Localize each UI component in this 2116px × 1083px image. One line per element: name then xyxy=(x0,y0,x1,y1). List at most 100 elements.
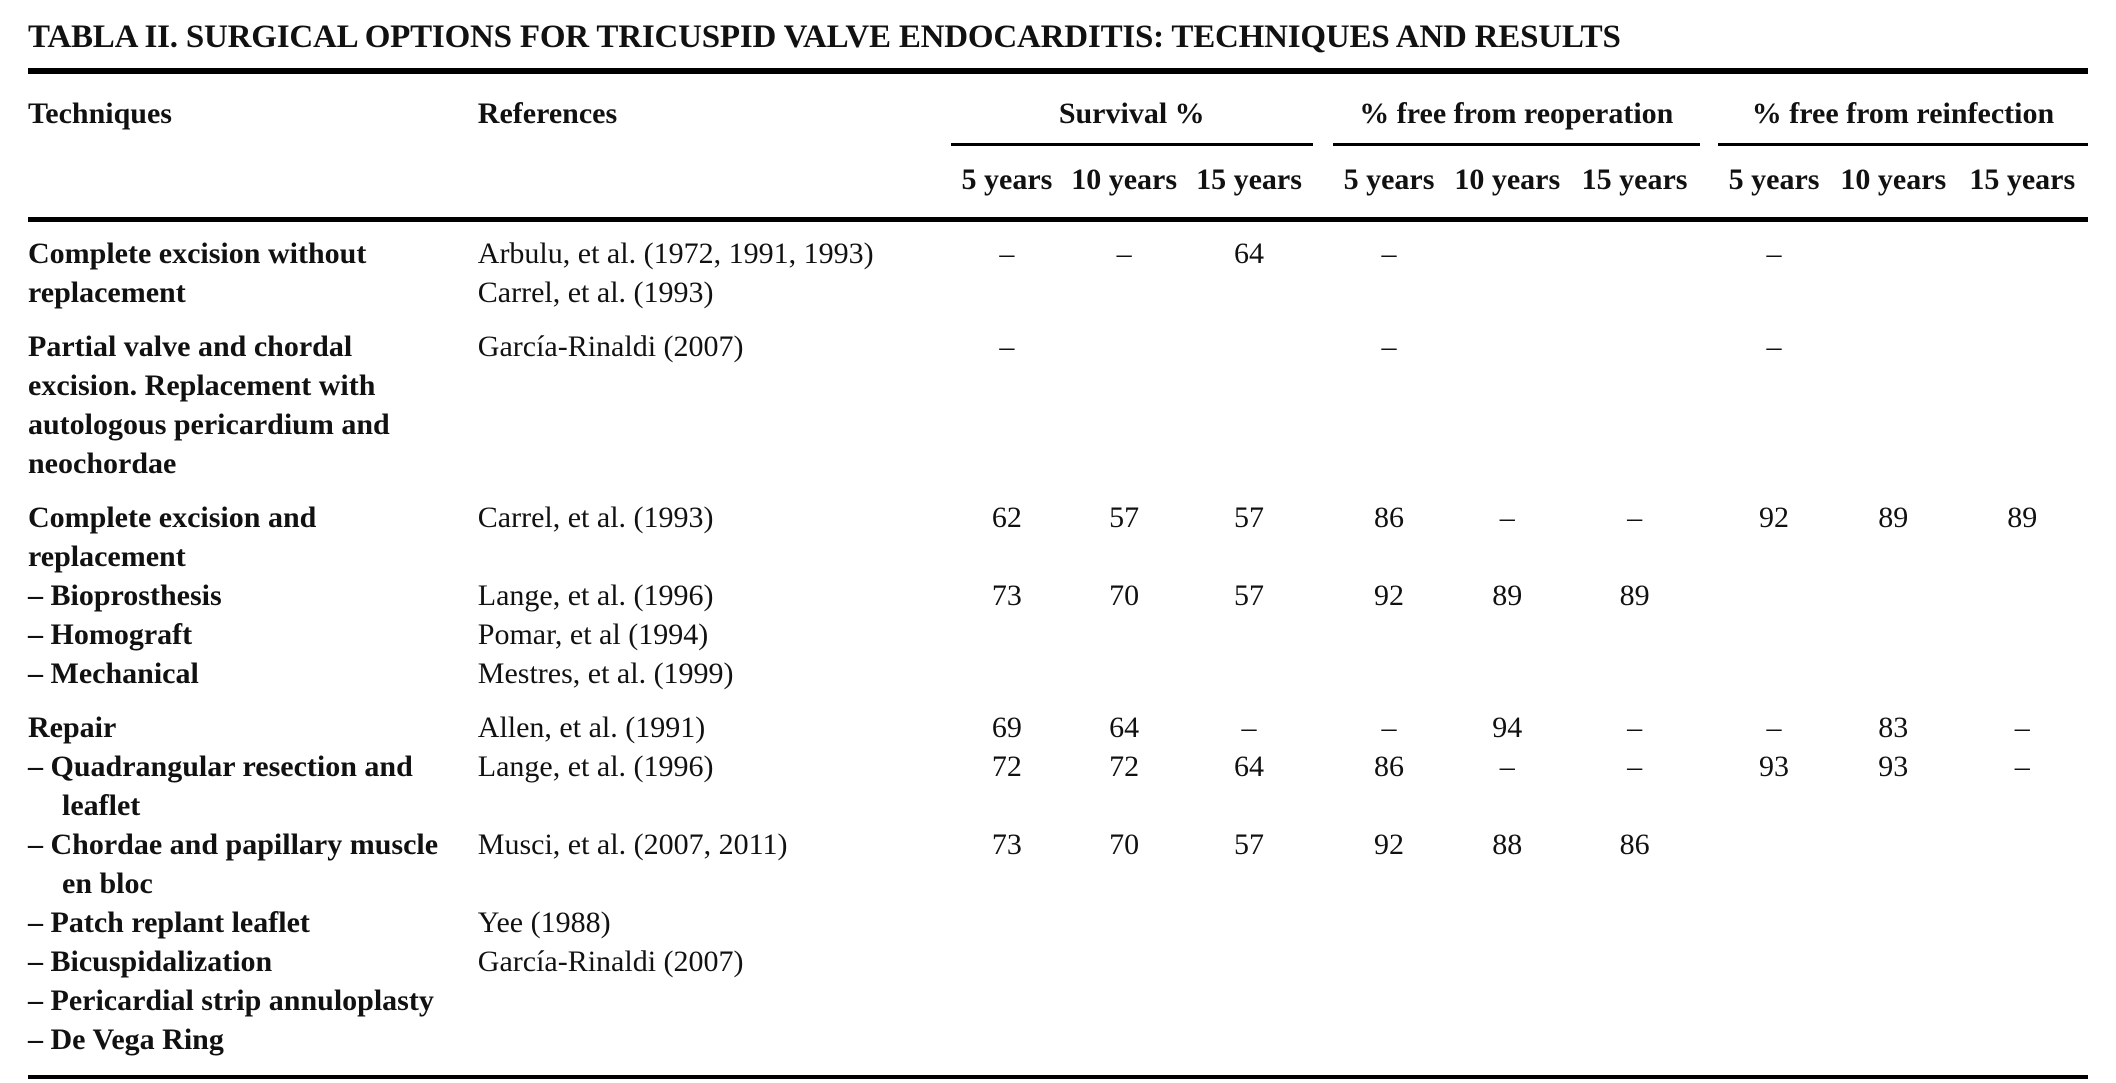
value-cell-reinfection-5y xyxy=(1718,981,1830,1020)
value-cell-survival-5y xyxy=(951,1020,1063,1077)
table-row: Repair Allen, et al. (1991) 69 64 – – 94… xyxy=(28,693,2088,747)
reference-line: Carrel, et al. (1993) xyxy=(477,501,714,534)
column-gap xyxy=(1700,903,1718,942)
column-header-references: References xyxy=(477,71,951,222)
column-gap xyxy=(1313,615,1333,654)
value-cell-survival-5y xyxy=(951,654,1063,693)
value-cell-survival-10y: 70 xyxy=(1109,828,1140,861)
value-cell-reoperation-5y: 92 xyxy=(1373,579,1404,612)
subheader-reinfection-5-years: 5 years xyxy=(1717,144,1831,222)
value-cell-survival-10y: 72 xyxy=(1109,750,1140,783)
technique-cell: – De Vega Ring xyxy=(28,1023,224,1056)
reference-cell: García-Rinaldi (2007) xyxy=(478,942,951,981)
value-cell-reinfection-15y: 89 xyxy=(2007,501,2038,534)
reference-cell: Lange, et al. (1996) xyxy=(478,576,951,615)
subheader-reinfection-10-years: 10 years xyxy=(1830,144,1957,222)
technique-cell: Partial valve and chordal excision. Repl… xyxy=(28,330,390,480)
value-cell-reinfection-5y: – xyxy=(1766,237,1782,270)
technique-cell: – Bioprosthesis xyxy=(28,579,222,612)
column-gap xyxy=(1312,71,1333,222)
value-cell-survival-5y: 73 xyxy=(991,828,1022,861)
table-row: – Bioprosthesis Lange, et al. (1996) 73 … xyxy=(28,576,2088,615)
column-gap xyxy=(1313,654,1333,693)
subheader-reoperation-10-years: 10 years xyxy=(1445,144,1570,222)
value-cell-survival-15y xyxy=(1185,942,1312,981)
reference-line: García-Rinaldi (2007) xyxy=(477,945,744,978)
value-cell-reoperation-5y xyxy=(1333,1020,1445,1077)
reference-line: Arbulu, et al. (1972, 1991, 1993) xyxy=(477,237,874,270)
reference-line: Lange, et al. (1996) xyxy=(477,579,714,612)
value-cell-reinfection-5y xyxy=(1718,654,1830,693)
column-gap xyxy=(1700,747,1718,825)
value-cell-reoperation-10y: – xyxy=(1499,501,1515,534)
table-body: Complete excision without replacement Ar… xyxy=(28,220,2088,1078)
reference-cell: Musci, et al. (2007, 2011) xyxy=(478,825,951,903)
value-cell-reoperation-10y: – xyxy=(1499,750,1515,783)
value-cell-survival-10y: 70 xyxy=(1109,579,1140,612)
value-cell-reinfection-10y xyxy=(1830,903,1956,942)
reference-line: Allen, et al. (1991) xyxy=(477,711,706,744)
table-header: Techniques References Survival % % free … xyxy=(28,71,2088,222)
value-cell-reinfection-5y xyxy=(1718,825,1830,903)
value-cell-reinfection-5y: – xyxy=(1766,711,1782,744)
value-cell-survival-15y xyxy=(1185,654,1312,693)
value-cell-survival-10y xyxy=(1063,903,1185,942)
value-cell-reoperation-5y: 86 xyxy=(1373,501,1404,534)
value-cell-reoperation-5y xyxy=(1333,942,1445,981)
value-cell-reoperation-5y: – xyxy=(1381,711,1397,744)
reference-cell xyxy=(478,1020,951,1077)
reference-line: Musci, et al. (2007, 2011) xyxy=(477,828,788,861)
value-cell-reoperation-15y: 86 xyxy=(1619,828,1650,861)
value-cell-reinfection-5y: – xyxy=(1766,330,1782,363)
table-row: Complete excision without replacement Ar… xyxy=(28,220,2088,313)
value-cell-reinfection-15y xyxy=(1956,942,2088,981)
table-row: – Pericardial strip annuloplasty xyxy=(28,981,2088,1020)
column-gap xyxy=(1313,942,1333,981)
value-cell-reinfection-15y xyxy=(1956,981,2088,1020)
value-cell-survival-10y: 57 xyxy=(1109,501,1140,534)
value-cell-reoperation-15y: – xyxy=(1627,750,1643,783)
value-cell-reinfection-10y xyxy=(1830,1020,1956,1077)
column-gap xyxy=(1700,1020,1718,1077)
value-cell-reinfection-5y xyxy=(1718,576,1830,615)
value-cell-survival-15y: 57 xyxy=(1233,828,1264,861)
value-cell-survival-5y xyxy=(951,903,1063,942)
value-cell-reoperation-10y: 88 xyxy=(1492,828,1523,861)
reference-cell: Arbulu, et al. (1972, 1991, 1993) Carrel,… xyxy=(478,220,951,313)
value-cell-survival-15y xyxy=(1185,903,1312,942)
value-cell-survival-15y: 64 xyxy=(1233,237,1264,270)
value-cell-reoperation-5y: – xyxy=(1381,330,1397,363)
value-cell-survival-15y xyxy=(1185,1020,1312,1077)
value-cell-reoperation-5y: 92 xyxy=(1373,828,1404,861)
value-cell-reoperation-15y xyxy=(1569,654,1699,693)
value-cell-reoperation-10y xyxy=(1445,220,1569,313)
value-cell-reoperation-15y xyxy=(1569,615,1699,654)
value-cell-reoperation-15y: – xyxy=(1627,501,1643,534)
value-cell-survival-5y xyxy=(951,942,1063,981)
value-cell-reoperation-15y xyxy=(1569,1020,1699,1077)
table-row: Partial valve and chordal excision. Repl… xyxy=(28,312,2088,483)
column-gap xyxy=(1313,1020,1333,1077)
value-cell-survival-5y: 69 xyxy=(991,711,1022,744)
value-cell-survival-5y: – xyxy=(999,330,1015,363)
table-row: – Patch replant leaflet Yee (1988) xyxy=(28,903,2088,942)
column-gap xyxy=(1700,615,1718,654)
value-cell-reoperation-10y xyxy=(1445,942,1569,981)
column-gap xyxy=(1313,576,1333,615)
technique-cell: – Quadrangular resection and leaflet xyxy=(28,750,413,822)
value-cell-reoperation-15y xyxy=(1569,903,1699,942)
reference-cell: García-Rinaldi (2007) xyxy=(478,312,951,483)
column-gap xyxy=(1313,747,1333,825)
value-cell-reoperation-10y xyxy=(1445,981,1569,1020)
value-cell-survival-10y: 64 xyxy=(1109,711,1140,744)
column-gap xyxy=(1700,693,1718,747)
value-cell-reinfection-5y xyxy=(1718,903,1830,942)
technique-cell: – Chordae and papillary muscle en bloc xyxy=(28,828,439,900)
reference-cell: Yee (1988) xyxy=(478,903,951,942)
value-cell-survival-10y xyxy=(1063,1020,1185,1077)
column-gap xyxy=(1700,942,1718,981)
value-cell-reinfection-5y xyxy=(1718,942,1830,981)
value-cell-reinfection-15y xyxy=(1956,220,2088,313)
column-group-survival: Survival % xyxy=(950,71,1313,146)
column-gap xyxy=(1700,312,1718,483)
